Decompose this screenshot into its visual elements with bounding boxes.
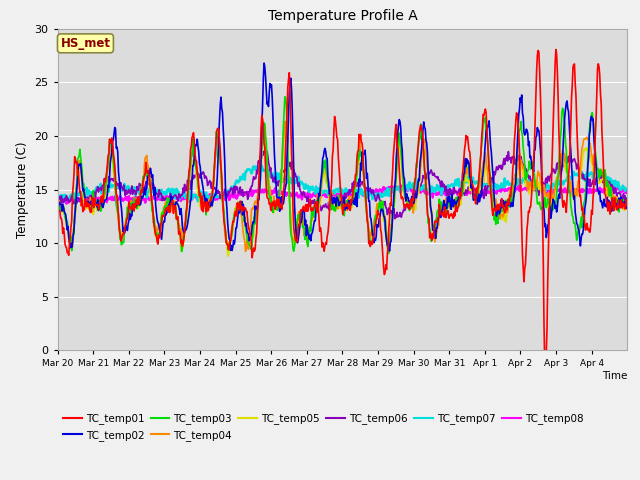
TC_temp07: [122, 188, 129, 194]
TC_temp02: [386, 248, 394, 254]
TC_temp01: [552, 47, 560, 52]
TC_temp08: [54, 197, 61, 203]
TC_temp03: [623, 195, 631, 201]
TC_temp07: [54, 196, 61, 202]
TC_temp04: [623, 200, 631, 206]
TC_temp04: [120, 228, 128, 233]
TC_temp07: [257, 163, 265, 168]
TC_temp03: [275, 203, 283, 208]
TC_temp02: [54, 203, 61, 209]
TC_temp08: [435, 190, 442, 195]
TC_temp05: [54, 205, 61, 211]
TC_temp02: [120, 230, 128, 236]
Text: HS_met: HS_met: [60, 37, 111, 50]
TC_temp01: [623, 203, 631, 209]
Y-axis label: Temperature (C): Temperature (C): [16, 141, 29, 238]
TC_temp05: [225, 253, 232, 259]
TC_temp01: [401, 202, 409, 208]
TC_temp07: [60, 199, 68, 204]
TC_temp08: [226, 196, 234, 202]
Line: TC_temp01: TC_temp01: [58, 49, 627, 384]
TC_temp08: [79, 201, 86, 207]
TC_temp08: [403, 184, 410, 190]
TC_temp05: [276, 191, 284, 197]
TC_temp04: [242, 249, 250, 254]
TC_temp02: [253, 206, 261, 212]
TC_temp03: [120, 228, 128, 234]
TC_temp05: [254, 201, 262, 206]
TC_temp01: [541, 381, 549, 386]
TC_temp01: [275, 196, 283, 202]
Line: TC_temp08: TC_temp08: [58, 185, 627, 204]
TC_temp03: [435, 208, 442, 214]
Title: Temperature Profile A: Temperature Profile A: [268, 10, 417, 24]
TC_temp08: [276, 191, 284, 196]
TC_temp06: [225, 191, 233, 196]
Line: TC_temp05: TC_temp05: [58, 133, 627, 256]
TC_temp07: [254, 166, 262, 172]
TC_temp04: [276, 188, 284, 194]
TC_temp03: [225, 240, 233, 246]
TC_temp04: [54, 204, 61, 210]
TC_temp08: [398, 182, 406, 188]
TC_temp03: [385, 251, 393, 256]
TC_temp05: [435, 215, 442, 220]
TC_temp01: [433, 219, 441, 225]
Line: TC_temp07: TC_temp07: [58, 166, 627, 202]
Legend: TC_temp01, TC_temp02, TC_temp03, TC_temp04, TC_temp05, TC_temp06, TC_temp07, TC_: TC_temp01, TC_temp02, TC_temp03, TC_temp…: [63, 413, 583, 441]
Line: TC_temp06: TC_temp06: [58, 149, 627, 219]
TC_temp05: [226, 248, 234, 254]
TC_temp06: [623, 196, 631, 202]
TC_temp02: [435, 215, 442, 220]
TC_temp08: [122, 195, 129, 201]
TC_temp02: [276, 208, 284, 214]
TC_temp06: [276, 178, 284, 183]
TC_temp03: [281, 94, 289, 100]
TC_temp07: [623, 186, 631, 192]
TC_temp04: [225, 239, 233, 245]
TC_temp04: [403, 196, 410, 202]
Line: TC_temp02: TC_temp02: [58, 63, 627, 251]
Text: Time: Time: [602, 372, 627, 381]
TC_temp03: [403, 194, 410, 200]
TC_temp07: [276, 175, 284, 180]
TC_temp02: [225, 236, 233, 242]
TC_temp05: [623, 203, 631, 208]
Line: TC_temp04: TC_temp04: [58, 121, 627, 252]
TC_temp06: [391, 216, 399, 222]
TC_temp04: [435, 222, 442, 228]
TC_temp07: [403, 183, 410, 189]
TC_temp03: [54, 204, 61, 209]
TC_temp06: [262, 146, 269, 152]
TC_temp05: [403, 199, 410, 204]
TC_temp04: [254, 192, 262, 197]
TC_temp08: [254, 187, 262, 192]
TC_temp05: [281, 131, 289, 136]
TC_temp03: [253, 206, 261, 212]
TC_temp02: [623, 195, 631, 201]
TC_temp06: [120, 188, 128, 193]
TC_temp06: [403, 203, 410, 208]
TC_temp01: [120, 228, 128, 234]
TC_temp05: [120, 223, 128, 229]
TC_temp06: [435, 178, 442, 183]
TC_temp07: [435, 187, 442, 193]
TC_temp02: [403, 191, 410, 197]
TC_temp06: [253, 171, 261, 177]
TC_temp07: [226, 187, 234, 193]
Line: TC_temp03: TC_temp03: [58, 97, 627, 253]
TC_temp02: [260, 60, 268, 66]
TC_temp01: [253, 214, 261, 219]
TC_temp08: [623, 187, 631, 193]
TC_temp04: [281, 119, 289, 124]
TC_temp01: [54, 199, 61, 204]
TC_temp01: [225, 247, 233, 252]
TC_temp06: [54, 198, 61, 204]
